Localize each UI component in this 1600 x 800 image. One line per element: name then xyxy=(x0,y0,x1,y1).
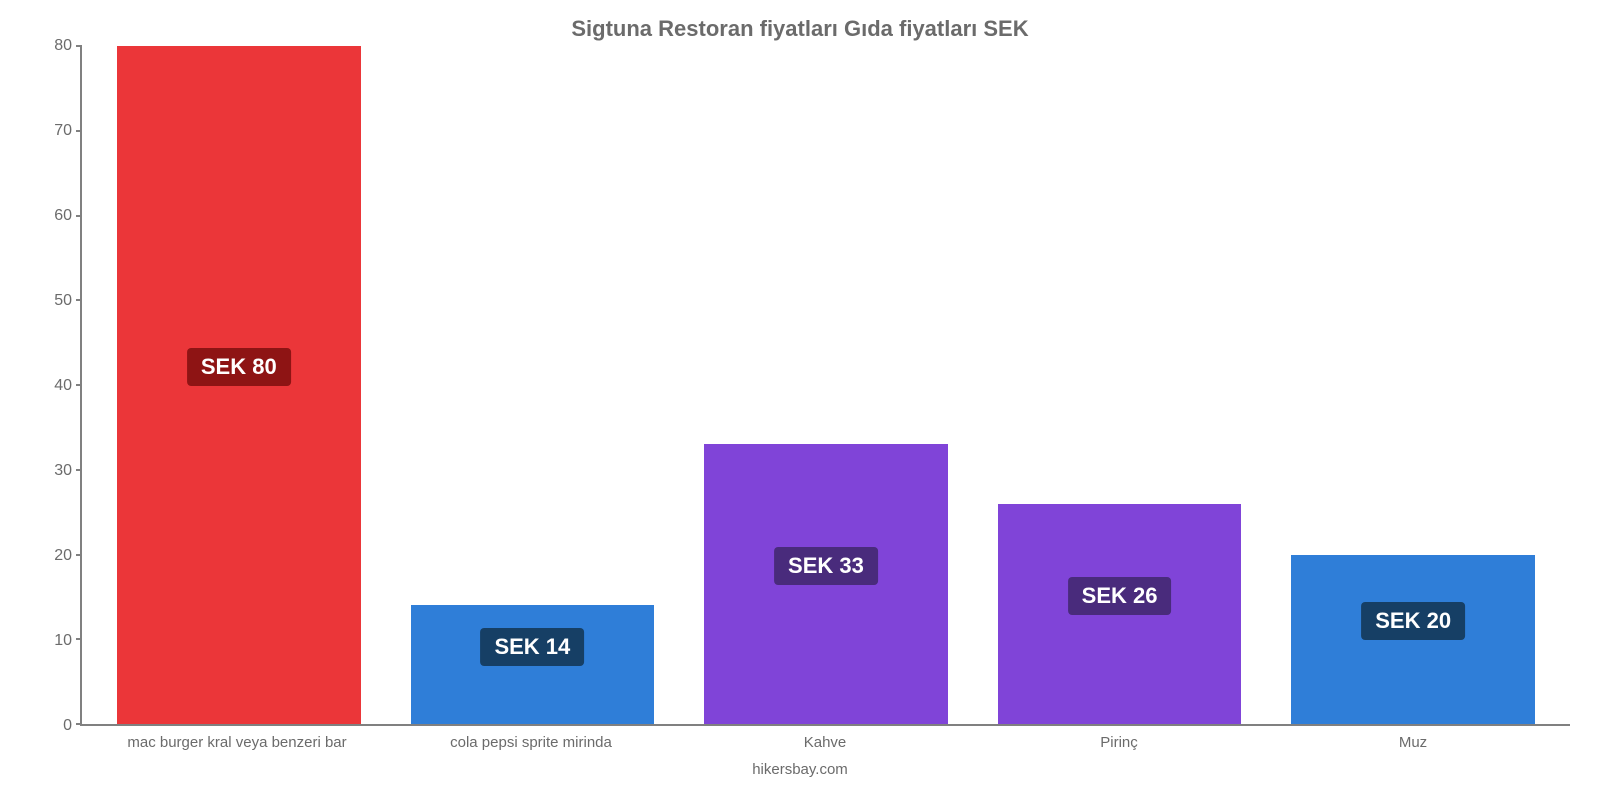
value-label: SEK 80 xyxy=(187,348,291,386)
y-tick-mark xyxy=(76,469,82,471)
y-tick-label: 80 xyxy=(32,37,72,55)
y-tick-label: 10 xyxy=(32,632,72,650)
y-tick-mark xyxy=(76,554,82,556)
x-axis-label: mac burger kral veya benzeri bar xyxy=(90,726,384,751)
bar: SEK 20 xyxy=(1291,555,1535,725)
bar-slot: SEK 26 xyxy=(973,46,1267,724)
y-tick-label: 30 xyxy=(32,462,72,480)
value-label: SEK 14 xyxy=(480,628,584,666)
x-axis-label: Muz xyxy=(1266,726,1560,751)
plot-area-row: 01020304050607080 SEK 80SEK 14SEK 33SEK … xyxy=(30,46,1570,726)
bar-slot: SEK 20 xyxy=(1266,46,1560,724)
x-axis-label: Pirinç xyxy=(972,726,1266,751)
y-axis: 01020304050607080 xyxy=(30,46,80,726)
x-axis-label: cola pepsi sprite mirinda xyxy=(384,726,678,751)
x-axis: mac burger kral veya benzeri barcola pep… xyxy=(80,726,1570,751)
chart-title: Sigtuna Restoran fiyatları Gıda fiyatlar… xyxy=(30,16,1570,42)
y-tick-label: 0 xyxy=(32,717,72,735)
y-tick-label: 70 xyxy=(32,122,72,140)
y-tick-mark xyxy=(76,723,82,725)
y-tick-mark xyxy=(76,638,82,640)
x-axis-label: Kahve xyxy=(678,726,972,751)
y-tick-mark xyxy=(76,384,82,386)
value-label: SEK 26 xyxy=(1068,577,1172,615)
bar: SEK 33 xyxy=(704,444,948,724)
y-tick-mark xyxy=(76,215,82,217)
plot-area: SEK 80 SEK 14 SEK 33 SEK 26 SEK 20 xyxy=(80,46,1570,726)
y-tick-label: 20 xyxy=(32,547,72,565)
bar-slot: SEK 14 xyxy=(386,46,680,724)
y-tick-label: 50 xyxy=(32,292,72,310)
y-tick-label: 40 xyxy=(32,377,72,395)
value-label: SEK 20 xyxy=(1361,602,1465,640)
y-tick-mark xyxy=(76,130,82,132)
bar: SEK 14 xyxy=(411,605,655,724)
bar-slot: SEK 33 xyxy=(679,46,973,724)
value-label: SEK 33 xyxy=(774,547,878,585)
y-tick-label: 60 xyxy=(32,207,72,225)
credit-text: hikersbay.com xyxy=(30,761,1570,778)
y-tick-mark xyxy=(76,299,82,301)
bar-slot: SEK 80 xyxy=(92,46,386,724)
price-bar-chart: Sigtuna Restoran fiyatları Gıda fiyatlar… xyxy=(0,0,1600,800)
y-tick-mark xyxy=(76,45,82,47)
bar: SEK 26 xyxy=(998,504,1242,724)
bar: SEK 80 xyxy=(117,46,361,724)
